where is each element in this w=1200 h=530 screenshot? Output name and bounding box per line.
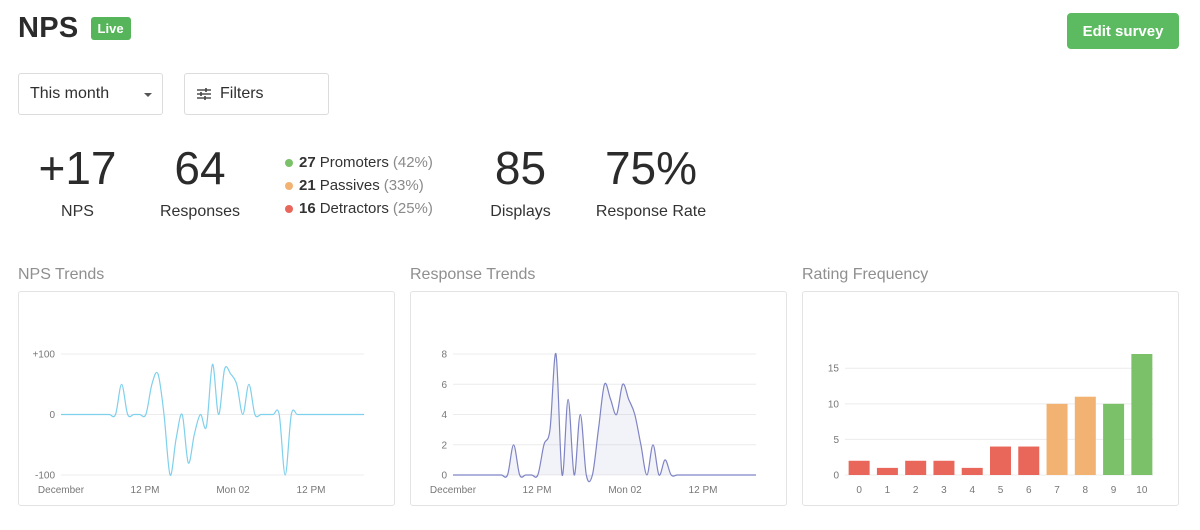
response-trend-series-line — [453, 353, 756, 483]
promoters-pct: (42%) — [392, 154, 433, 171]
nps-trend-y-tick: 0 — [49, 410, 55, 421]
displays-value: 85 — [494, 142, 547, 194]
rating-x-tick: 2 — [913, 485, 919, 496]
sliders-icon — [197, 88, 211, 100]
nps-trends-title: NPS Trends — [18, 266, 105, 283]
period-select-value: This month — [30, 85, 110, 102]
rating-bar-9 — [1103, 403, 1125, 475]
detractors-pct: (25%) — [392, 200, 433, 217]
caret-down-icon — [144, 93, 152, 97]
promoters-count: 27 — [299, 154, 316, 171]
page-header: NPS Live — [18, 12, 131, 45]
rating-bar-4 — [961, 467, 983, 475]
rating-bar-7 — [1046, 403, 1068, 475]
response-trend-y-tick: 4 — [441, 410, 447, 421]
nps-trend-x-tick: 12 PM — [131, 485, 160, 496]
nps-value: +17 — [38, 142, 117, 194]
nps-trend-x-tick: December — [38, 485, 85, 496]
filters-label: Filters — [220, 85, 264, 102]
response-trend-y-tick: 0 — [441, 471, 447, 482]
detractors-row: 16 Detractors (25%) — [285, 197, 433, 220]
response-trend-y-tick: 8 — [441, 350, 447, 361]
response-rate-value: 75% — [604, 142, 698, 194]
detractors-dot-icon — [285, 204, 293, 213]
rating-x-tick: 8 — [1083, 485, 1089, 496]
rating-y-tick: 5 — [833, 435, 839, 446]
passives-dot-icon — [285, 181, 293, 190]
rating-x-tick: 5 — [998, 485, 1004, 496]
displays-label: Displays — [490, 203, 551, 220]
nps-trend-x-tick: 12 PM — [297, 485, 326, 496]
rating-y-tick: 0 — [833, 471, 839, 482]
rating-bar-2 — [905, 460, 927, 475]
response-trend-y-tick: 2 — [441, 440, 447, 451]
rating-x-tick: 9 — [1111, 485, 1117, 496]
detractors-count: 16 — [299, 200, 316, 217]
rating-frequency-title: Rating Frequency — [802, 266, 929, 283]
response-trends-title: Response Trends — [410, 266, 536, 283]
responses-stat: 64 Responses — [150, 145, 250, 221]
responses-value: 64 — [174, 142, 226, 194]
response-rate-label: Response Rate — [595, 203, 707, 220]
nps-trend-y-tick: -100 — [35, 471, 55, 482]
response-breakdown: 27 Promoters (42%) 21 Passives (33%) 16 … — [285, 151, 433, 220]
rating-x-tick: 4 — [969, 485, 975, 496]
rating-bar-5 — [990, 446, 1011, 475]
response-rate-stat: 75% Response Rate — [590, 145, 712, 221]
rating-frequency-chart: 15 10 5 0 0 1 2 3 4 5 6 7 8 9 10 — [828, 354, 1153, 496]
rating-bar-1 — [876, 467, 898, 475]
nps-stat: +17 NPS — [30, 145, 125, 221]
passives-pct: (33%) — [383, 177, 424, 194]
detractors-label: Detractors — [319, 200, 389, 217]
passives-count: 21 — [299, 177, 316, 194]
promoters-row: 27 Promoters (42%) — [285, 151, 433, 174]
edit-survey-button[interactable]: Edit survey — [1067, 13, 1179, 49]
responses-label: Responses — [159, 203, 241, 220]
rating-bar-0 — [848, 460, 870, 475]
response-trends-chart: 8 6 4 2 0 December 12 PM Mon 02 12 PM — [430, 350, 756, 496]
filters-button[interactable]: Filters — [184, 73, 329, 115]
response-trend-x-tick: December — [430, 485, 477, 496]
page-title: NPS — [18, 12, 79, 44]
nps-label: NPS — [61, 203, 94, 220]
rating-x-tick: 0 — [856, 485, 862, 496]
passives-label: Passives — [319, 177, 380, 194]
nps-trend-x-tick: Mon 02 — [216, 485, 250, 496]
response-trend-y-tick: 6 — [441, 380, 447, 391]
displays-stat: 85 Displays — [478, 145, 563, 221]
response-trend-x-tick: Mon 02 — [608, 485, 642, 496]
period-select[interactable]: This month — [18, 73, 163, 115]
promoters-dot-icon — [285, 158, 293, 167]
nps-trend-y-tick: +100 — [32, 350, 55, 361]
rating-y-tick: 15 — [828, 364, 840, 375]
response-trend-area — [453, 353, 756, 482]
rating-x-tick: 3 — [941, 485, 947, 496]
nps-trends-panel: +100 0 -100 December 12 PM Mon 02 12 PM — [18, 291, 395, 506]
rating-x-tick: 1 — [885, 485, 891, 496]
rating-x-tick: 7 — [1054, 485, 1060, 496]
response-trend-x-tick: 12 PM — [523, 485, 552, 496]
rating-y-tick: 10 — [828, 399, 840, 410]
response-trends-panel: 8 6 4 2 0 December 12 PM Mon 02 12 PM — [410, 291, 787, 506]
rating-bar-6 — [1018, 446, 1040, 475]
rating-x-tick: 6 — [1026, 485, 1032, 496]
rating-bar-10 — [1131, 354, 1153, 475]
rating-bar-3 — [933, 460, 955, 475]
passives-row: 21 Passives (33%) — [285, 174, 433, 197]
response-trend-x-tick: 12 PM — [689, 485, 718, 496]
nps-trends-chart: +100 0 -100 December 12 PM Mon 02 12 PM — [32, 350, 364, 496]
nps-trend-series-line — [61, 363, 364, 476]
status-badge: Live — [90, 17, 131, 40]
rating-bar-8 — [1074, 396, 1096, 475]
promoters-label: Promoters — [319, 154, 389, 171]
rating-frequency-panel: 15 10 5 0 0 1 2 3 4 5 6 7 8 9 10 — [802, 291, 1179, 506]
rating-x-tick: 10 — [1136, 485, 1148, 496]
